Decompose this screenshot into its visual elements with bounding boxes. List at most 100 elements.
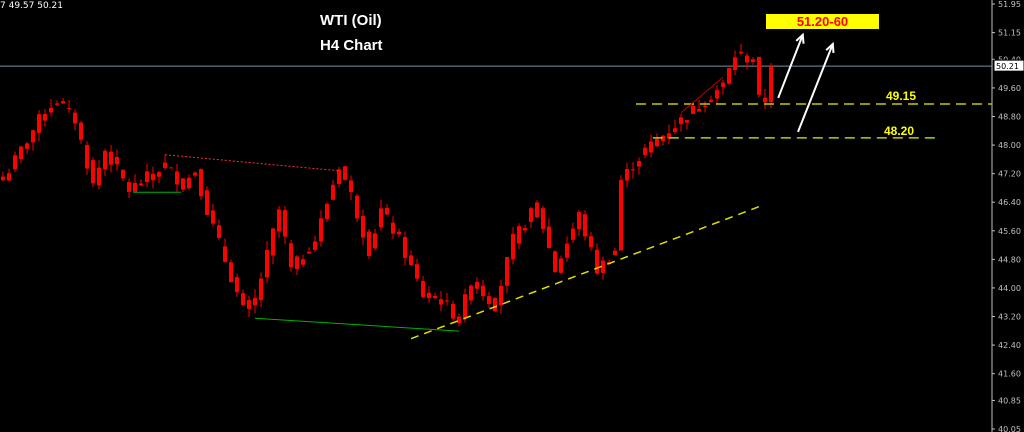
level-label-49-15: 49.15 (886, 89, 917, 103)
candle-body (217, 225, 221, 239)
candle-body (601, 260, 605, 273)
candle-body (739, 51, 743, 54)
candle-body (703, 106, 707, 108)
candle-body (463, 294, 467, 318)
candle-body (391, 222, 395, 234)
candle-body (181, 178, 185, 190)
y-tick-label: 47.20 (998, 170, 1021, 179)
candle-body (55, 103, 59, 105)
candle-body (19, 146, 23, 159)
candle-body (433, 295, 437, 299)
chart-subtitle: H4 Chart (320, 37, 383, 54)
candle-body (667, 133, 671, 139)
candle-body (151, 173, 155, 181)
candle-body (157, 172, 161, 177)
y-tick-label: 45.60 (998, 227, 1021, 236)
current-price-box (993, 59, 1024, 72)
candle-body (733, 57, 737, 71)
candle-body (103, 150, 107, 170)
candle-body (685, 120, 689, 123)
candle-body (619, 180, 623, 251)
y-tick-label: 49.60 (998, 84, 1021, 93)
up-arrow-shaft (777, 34, 804, 99)
candle-body (283, 210, 287, 237)
trendline (164, 154, 340, 172)
candle-body (709, 99, 713, 102)
up-arrow-shaft (797, 43, 834, 133)
candle-body (265, 249, 269, 278)
candle-body (373, 233, 377, 249)
candle-body (445, 300, 449, 302)
candle-body (751, 59, 755, 63)
chart-title: WTI (Oil) (320, 12, 382, 29)
candle-body (133, 182, 137, 192)
candle-body (571, 228, 575, 240)
candle-body (511, 233, 515, 260)
current-price-label: 50.21 (996, 62, 1019, 71)
candle-body (325, 203, 329, 219)
candle-body (421, 280, 425, 298)
candle-body (649, 141, 653, 153)
candle-body (415, 264, 419, 279)
candle-body (319, 218, 323, 242)
candle-body (163, 162, 167, 169)
candle-body (355, 195, 359, 219)
candle-body (241, 293, 245, 305)
candle-body (613, 250, 617, 256)
candle-body (553, 251, 557, 272)
candle-body (721, 82, 725, 87)
candle-body (631, 169, 635, 171)
target-zone-label: 51.20-60 (766, 14, 879, 29)
candle-body (493, 297, 497, 312)
candle-body (43, 113, 47, 121)
candle-body (679, 117, 683, 125)
candle-body (127, 182, 131, 192)
candle-body (577, 212, 581, 230)
candle-body (349, 180, 353, 193)
candle-body (79, 122, 83, 140)
candle-body (289, 243, 293, 268)
candle-body (37, 114, 41, 133)
candle-body (475, 281, 479, 289)
candle-body (757, 56, 761, 95)
candle-body (529, 208, 533, 222)
candle-body (547, 226, 551, 248)
y-tick-label: 43.20 (998, 313, 1021, 322)
candle-body (535, 202, 539, 218)
up-arrow-head-icon (795, 32, 805, 44)
candle-body (31, 130, 35, 143)
candle-body (1, 176, 5, 181)
candle-body (247, 300, 251, 309)
candle-body (763, 97, 767, 103)
candle-body (487, 296, 491, 304)
candle-body (583, 214, 587, 237)
candle-body (97, 167, 101, 186)
candle-body (253, 297, 257, 306)
candle-body (367, 231, 371, 256)
trendline (680, 76, 724, 114)
candle-body (559, 258, 563, 273)
candle-body (427, 292, 431, 299)
candle-body (211, 210, 215, 224)
candle-body (403, 237, 407, 259)
candle-body (517, 226, 521, 244)
candle-body (199, 169, 203, 197)
candle-body (691, 105, 695, 114)
candle-body (169, 167, 173, 169)
candle-body (625, 168, 629, 181)
candle-body (457, 316, 461, 324)
candle-body (673, 128, 677, 132)
candle-body (91, 160, 95, 184)
candle-body (379, 208, 383, 228)
candle-body (145, 171, 149, 183)
ohlc-readout: 7 49.57 50.21 (0, 1, 63, 11)
candle-body (121, 169, 125, 179)
candle-body (331, 184, 335, 200)
y-tick-label: 51.95 (998, 0, 1021, 9)
candle-body (565, 243, 569, 258)
candle-body (13, 155, 17, 170)
candle-body (541, 208, 545, 229)
candle-body (175, 171, 179, 185)
candle-body (439, 299, 443, 305)
